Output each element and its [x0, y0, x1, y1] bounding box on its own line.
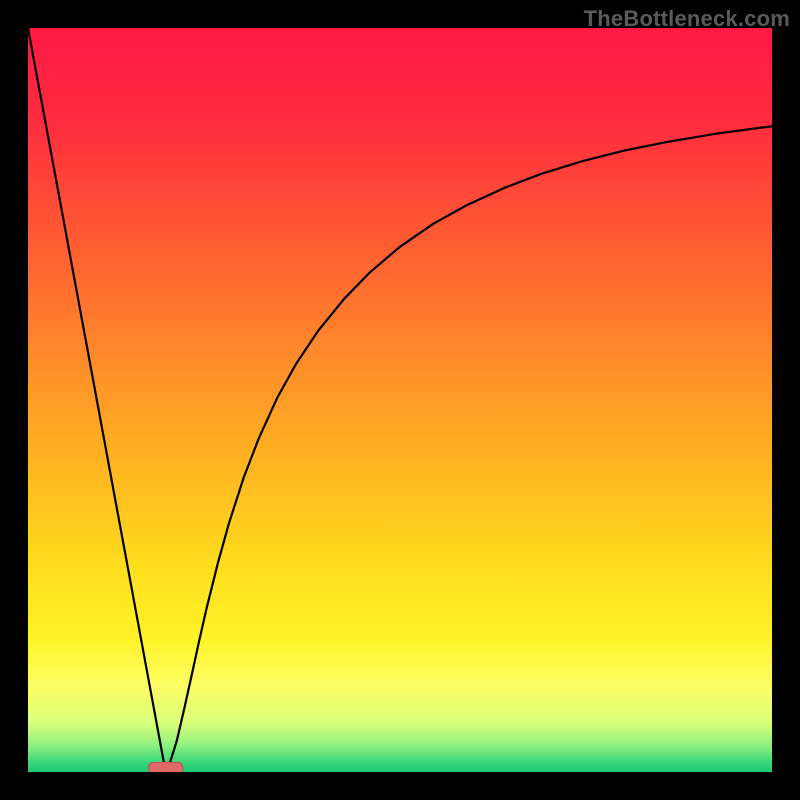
gradient-background: [28, 28, 772, 772]
plot-area: [28, 28, 772, 772]
bottleneck-chart: [28, 28, 772, 772]
watermark-label: TheBottleneck.com: [584, 6, 790, 32]
chart-frame: TheBottleneck.com: [0, 0, 800, 800]
optimal-marker: [149, 762, 183, 772]
